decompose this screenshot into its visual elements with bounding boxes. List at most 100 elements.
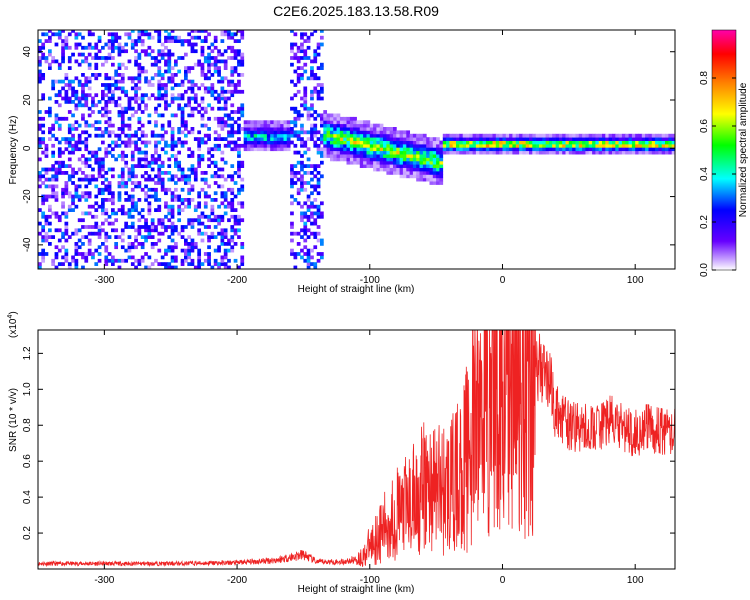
spectrogram-cell [316, 76, 321, 81]
spectrogram-cell [333, 157, 338, 162]
spectrogram-cell [668, 137, 673, 141]
spectrogram-cell [223, 255, 228, 260]
spectrogram-cell [57, 214, 62, 219]
spectrogram-cell [144, 143, 148, 148]
spectrogram-cell [290, 167, 294, 172]
spectrogram-cell [519, 140, 523, 145]
spectrogram-cell [532, 140, 537, 145]
y-tick-label: 0.2 [22, 526, 33, 540]
spectrogram-cell [555, 150, 560, 155]
spectrogram-cell [230, 204, 235, 209]
spectrogram-cell [130, 150, 135, 155]
spectrogram-cell [641, 133, 646, 138]
spectrogram-cell [167, 62, 172, 67]
spectrogram-cell [618, 133, 623, 138]
spectrogram-cell [389, 157, 394, 162]
spectrogram-cell [439, 167, 444, 172]
spectrogram-cell [107, 42, 112, 47]
spectrogram-cell [539, 147, 543, 152]
spectrogram-cell [120, 49, 125, 54]
spectrogram-cell [114, 157, 119, 162]
spectrogram-cell [320, 42, 324, 47]
spectrogram-cell [213, 39, 218, 43]
spectrogram-cell [376, 130, 381, 135]
spectrogram-cell [134, 42, 138, 47]
spectrogram-cell [648, 143, 653, 148]
spectrogram-cell [91, 225, 95, 229]
spectrogram-cell [379, 143, 384, 148]
spectrogram-cell [233, 181, 238, 185]
spectrogram-cell [67, 143, 72, 148]
spectrogram-cell [64, 96, 69, 101]
spectrogram-cell [101, 93, 105, 98]
spectrogram-cell [389, 127, 394, 131]
spectrogram-cell [207, 116, 211, 121]
spectrogram-cell [127, 100, 132, 104]
spectrogram-cell [658, 150, 663, 155]
spectrogram-cell [130, 245, 135, 250]
spectrogram-cell [48, 167, 52, 172]
spectrogram-cell [452, 147, 457, 152]
spectrogram-cell [326, 147, 331, 152]
spectrogram-cell [393, 147, 397, 152]
spectrogram-cell [97, 157, 102, 162]
spectrogram-cell [313, 86, 318, 91]
spectrogram-cell [167, 248, 172, 253]
spectrogram-cell [320, 116, 324, 121]
spectrogram-cell [207, 56, 211, 60]
spectrogram-cell [67, 235, 72, 239]
spectrogram-cell [618, 137, 623, 141]
spectrogram-cell [273, 137, 278, 141]
spectrogram-cell [164, 59, 168, 64]
spectrogram-cell [422, 160, 427, 165]
spectrogram-cell [157, 248, 162, 253]
spectrogram-cell [369, 147, 374, 152]
spectrogram-cell [373, 147, 377, 152]
spectrogram-cell [150, 221, 155, 226]
spectrogram-cell [97, 258, 102, 263]
spectrogram-cell [237, 154, 241, 158]
spectrogram-cell [170, 96, 175, 101]
spectrogram-cell [104, 73, 109, 77]
spectrogram-cell [406, 150, 411, 155]
spectrogram-cell [124, 164, 129, 168]
spectrogram-cell [416, 160, 420, 165]
spectrogram-cell [157, 86, 162, 91]
spectrogram-cell [124, 49, 129, 54]
spectrogram-cell [130, 96, 135, 101]
spectrogram-cell [558, 133, 563, 138]
spectrogram-cell [190, 221, 195, 226]
spectrogram-cell [77, 184, 82, 189]
spectrogram-cell [187, 100, 192, 104]
spectrogram-cell [665, 137, 669, 141]
spectrogram-cell [174, 164, 178, 168]
spectrogram-cell [180, 113, 185, 118]
spectrogram-cell [270, 137, 274, 141]
spectrogram-cell [366, 147, 371, 152]
spectrogram-cell [54, 160, 59, 165]
spectrogram-cell [200, 45, 205, 50]
spectrogram-cell [568, 147, 573, 152]
spectrogram-cell [120, 45, 125, 50]
spectrogram-cell [67, 164, 72, 168]
spectrogram-cell [402, 133, 407, 138]
spectrogram-cell [174, 174, 178, 179]
spectrogram-cell [502, 147, 507, 152]
spectrogram-cell [389, 160, 394, 165]
spectrogram-cell [545, 140, 550, 145]
spectrogram-cell [134, 265, 138, 269]
spectrogram-cell [625, 137, 629, 141]
spectrogram-cell [81, 52, 85, 57]
spectrogram-cell [180, 187, 185, 192]
spectrogram-cell [303, 225, 308, 229]
spectrogram-cell [293, 174, 298, 179]
spectrogram-cell [71, 147, 75, 152]
spectrogram-cell [140, 208, 145, 212]
spectrogram-cell [140, 214, 145, 219]
spectrogram-cell [379, 160, 384, 165]
spectrogram-cell [134, 228, 138, 233]
spectrogram-cell [393, 157, 397, 162]
spectrogram-cell [217, 221, 221, 226]
spectrogram-cell [184, 204, 188, 209]
spectrogram-cell [499, 150, 503, 155]
